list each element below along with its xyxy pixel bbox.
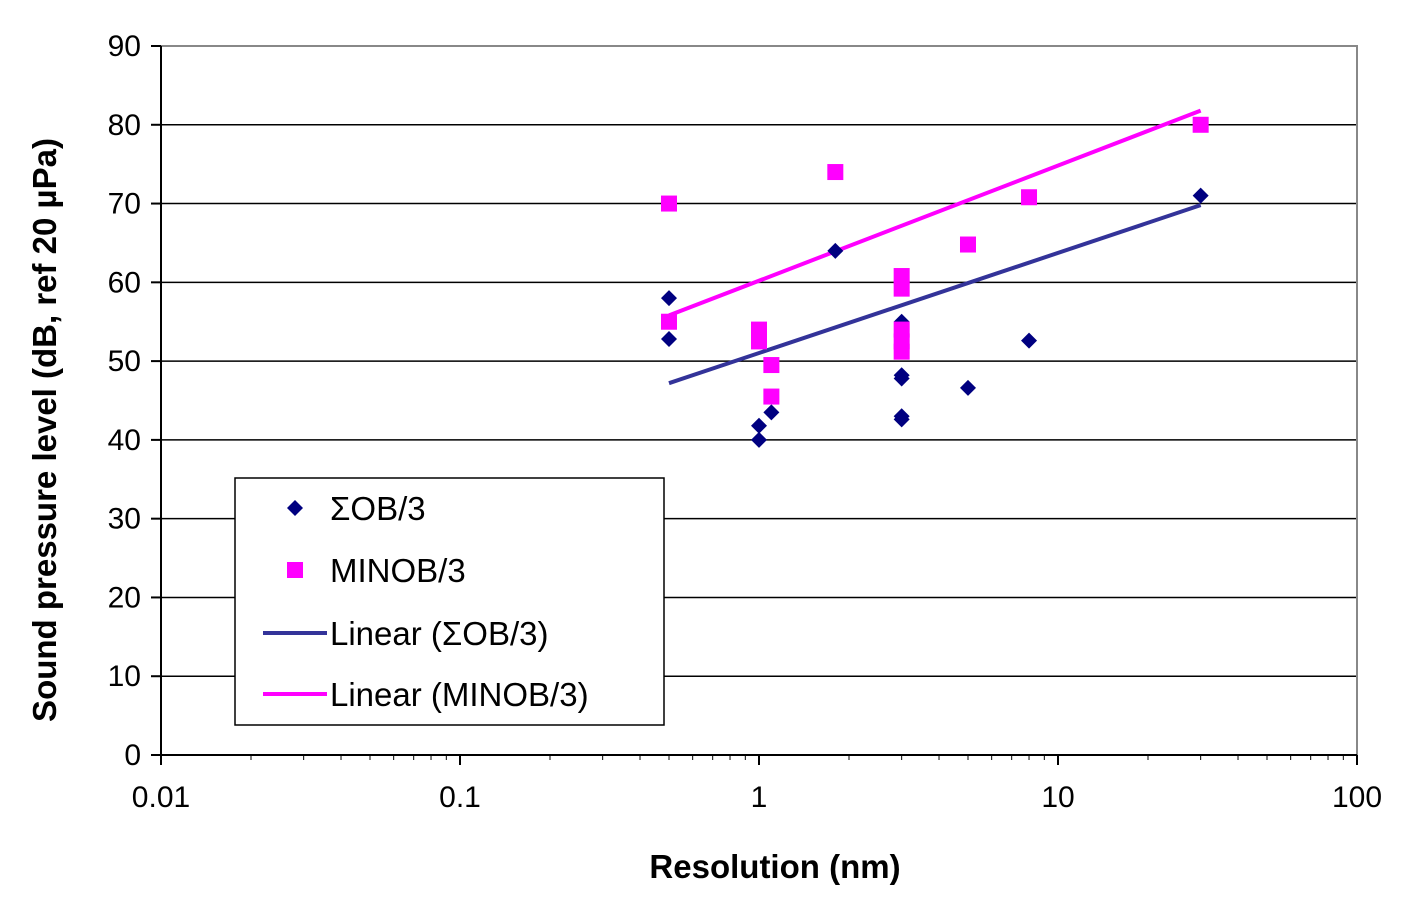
diamond-point	[660, 290, 677, 307]
square-point	[751, 333, 767, 350]
y-tick-label: 50	[108, 345, 141, 378]
legend-entry-trend-2: Linear (MINOB/3)	[263, 676, 589, 713]
diamond-point	[751, 431, 767, 448]
square-point	[893, 268, 910, 285]
square-point	[959, 236, 976, 253]
square-point	[1192, 116, 1209, 133]
legend-box	[234, 477, 665, 726]
x-axis-title: Resolution (nm)	[649, 848, 900, 885]
square-point	[893, 343, 910, 360]
square-point	[827, 164, 844, 181]
square-point	[660, 313, 677, 330]
diamond-point	[751, 417, 767, 434]
trendlines	[668, 108, 1202, 386]
x-tick-label: 0.01	[132, 781, 190, 814]
square-point	[1021, 189, 1038, 206]
x-tick-label: 100	[1332, 781, 1382, 814]
diamond-point	[660, 331, 677, 348]
x-tick-label: 10	[1041, 781, 1074, 814]
y-tick-label: 90	[108, 30, 141, 63]
y-tick-label: 40	[108, 424, 141, 457]
square-point	[763, 388, 780, 405]
x-tick-label: 0.1	[439, 781, 481, 814]
series-2-points	[660, 116, 1209, 405]
legend-label-series-1: ΣOB/3	[330, 490, 426, 527]
square-point	[763, 357, 780, 374]
legend-label-trend-2: Linear (MINOB/3)	[330, 676, 589, 713]
diamond-point	[893, 370, 910, 387]
y-tick-label: 0	[124, 739, 141, 772]
legend-entry-trend-1: Linear (ΣOB/3)	[263, 615, 548, 652]
trendline-2	[668, 108, 1202, 318]
y-axis: 0 10 20 30 40 50 60 70 80 90	[108, 30, 162, 772]
legend-label-trend-1: Linear (ΣOB/3)	[330, 615, 548, 652]
x-tick-label: 1	[751, 781, 768, 814]
trendline-1	[668, 203, 1202, 386]
legend-diamond-marker	[287, 500, 303, 516]
y-tick-label: 70	[108, 188, 141, 221]
y-tick-label: 10	[108, 660, 141, 693]
diamond-point	[959, 379, 976, 396]
legend: ΣOB/3 MINOB/3 Linear (ΣOB/3) Linear (MIN…	[234, 477, 665, 726]
diamond-point	[893, 411, 910, 428]
y-axis-title: Sound pressure level (dB, ref 20 µPa)	[26, 138, 63, 722]
series-1-points	[660, 187, 1209, 448]
square-point	[893, 280, 910, 297]
legend-label-series-2: MINOB/3	[330, 552, 466, 589]
x-axis: 0.01 0.1 1 10 100	[132, 754, 1382, 814]
legend-entry-series-1: ΣOB/3	[287, 490, 426, 527]
y-tick-label: 30	[108, 503, 141, 536]
data-series	[660, 116, 1209, 448]
diamond-point	[827, 242, 844, 259]
legend-square-marker	[287, 562, 303, 578]
y-tick-label: 80	[108, 109, 141, 142]
legend-entry-series-2: MINOB/3	[287, 552, 466, 589]
diamond-point	[763, 404, 780, 421]
diamond-point	[1192, 187, 1209, 204]
y-tick-label: 20	[108, 581, 141, 614]
y-tick-label: 60	[108, 266, 141, 299]
square-point	[660, 195, 677, 212]
diamond-point	[1021, 332, 1038, 349]
